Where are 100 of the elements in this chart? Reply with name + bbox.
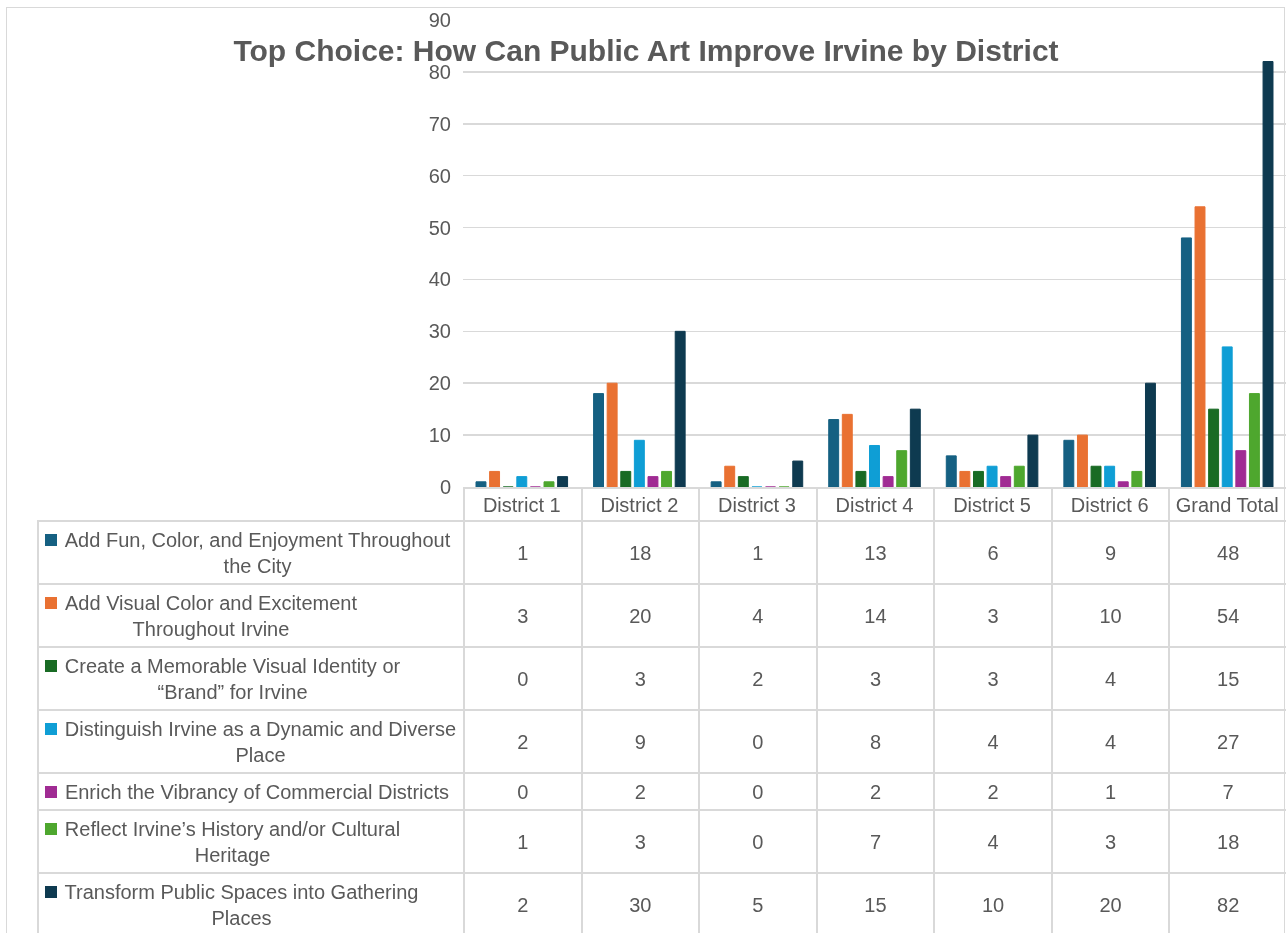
data-label: 3 <box>464 584 582 647</box>
bar <box>557 476 569 487</box>
data-label: 2 <box>464 710 582 773</box>
y-tick-label: 70 <box>428 112 451 135</box>
bar <box>882 476 894 487</box>
y-tick-label: 10 <box>428 424 451 447</box>
data-label: 7 <box>816 810 935 873</box>
data-label: 2 <box>699 647 817 710</box>
data-label: 4 <box>1051 710 1170 773</box>
data-label: 15 <box>816 873 935 933</box>
bar <box>737 476 749 487</box>
bar <box>1117 481 1129 487</box>
bar <box>973 470 984 487</box>
bar <box>869 444 880 487</box>
bar <box>828 419 840 487</box>
bar <box>489 470 501 487</box>
data-label: 0 <box>464 773 582 810</box>
y-tick-label: 20 <box>428 372 451 395</box>
data-label: 5 <box>699 873 817 933</box>
bar <box>724 465 736 487</box>
bar <box>661 470 673 487</box>
y-tick-label: 0 <box>439 476 451 498</box>
bar <box>1144 382 1156 487</box>
bar <box>909 408 921 487</box>
data-label: 3 <box>816 647 935 710</box>
bar <box>1194 206 1206 487</box>
bar <box>792 460 804 487</box>
legend-label: Transform Public Spaces into Gathering Places <box>64 880 419 931</box>
data-label: 3 <box>581 647 700 710</box>
bar <box>620 470 632 487</box>
y-tick-label: 80 <box>428 60 451 83</box>
data-label: 30 <box>581 873 700 933</box>
bar <box>1235 450 1247 487</box>
bar <box>516 476 528 487</box>
data-label: 10 <box>934 873 1052 933</box>
bar <box>1027 434 1039 487</box>
data-label: 20 <box>1051 873 1170 933</box>
data-label: 54 <box>1169 584 1286 647</box>
data-label: 4 <box>934 810 1052 873</box>
data-label: 4 <box>699 584 817 647</box>
bar <box>945 455 957 487</box>
bar <box>633 439 645 487</box>
data-label: 48 <box>1169 521 1286 584</box>
legend-label: Distinguish Irvine as a Dynamic and Diverse Place <box>64 717 457 768</box>
legend-label: Add Fun, Color, and Enjoyment Throughout the City <box>64 528 451 579</box>
y-tick-label: 60 <box>428 164 451 187</box>
data-label: 4 <box>934 710 1052 773</box>
bar <box>606 382 618 487</box>
bar <box>475 481 487 487</box>
x-tick-label: District 6 <box>1070 494 1149 516</box>
x-tick-label: District 4 <box>835 494 914 516</box>
legend-label: Enrich the Vibrancy of Commercial Districts <box>64 780 450 805</box>
x-tick-label: District 2 <box>600 494 679 516</box>
data-label: 3 <box>1051 810 1170 873</box>
data-label: 0 <box>699 773 817 810</box>
bar <box>710 481 722 487</box>
y-tick-label: 90 <box>428 9 451 31</box>
data-label: 6 <box>934 521 1052 584</box>
bar <box>1208 408 1220 487</box>
data-label: 13 <box>816 521 935 584</box>
data-label: 1 <box>1051 773 1170 810</box>
data-label: 8 <box>816 710 935 773</box>
bar <box>1104 465 1116 487</box>
data-label: 3 <box>934 647 1052 710</box>
data-label: 4 <box>1051 647 1170 710</box>
bar <box>1013 465 1025 487</box>
legend-label: Reflect Irvine’s History and/or Cultural Heritage <box>64 817 401 868</box>
bar <box>647 476 659 487</box>
bar <box>959 470 971 487</box>
x-tick-label: District 5 <box>953 494 1031 516</box>
data-label: 2 <box>464 873 582 933</box>
bar <box>593 393 605 487</box>
bar <box>1090 465 1102 487</box>
bar <box>1131 470 1143 487</box>
data-label: 3 <box>934 584 1052 647</box>
x-tick-label: District 1 <box>482 494 561 516</box>
data-label: 82 <box>1169 873 1286 933</box>
data-label: 18 <box>1169 810 1286 873</box>
y-tick-label: 50 <box>428 216 451 239</box>
bar <box>543 481 555 487</box>
data-label: 1 <box>464 521 582 584</box>
data-label: 14 <box>816 584 935 647</box>
data-label: 9 <box>1051 521 1170 584</box>
data-label: 20 <box>581 584 700 647</box>
bar <box>1248 393 1260 487</box>
bar <box>896 450 908 487</box>
bar <box>1063 439 1075 487</box>
data-label: 27 <box>1169 710 1286 773</box>
bar <box>841 413 853 487</box>
bar <box>674 330 686 487</box>
bar <box>855 470 867 487</box>
bar <box>1262 61 1274 487</box>
data-label: 0 <box>699 710 817 773</box>
y-tick-label: 40 <box>428 268 451 291</box>
y-tick-label: 30 <box>428 320 451 343</box>
data-label: 9 <box>581 710 700 773</box>
x-tick-label: Grand Total <box>1175 494 1279 516</box>
x-tick-label: District 3 <box>718 494 796 516</box>
bar <box>1221 346 1233 487</box>
data-label: 3 <box>581 810 700 873</box>
